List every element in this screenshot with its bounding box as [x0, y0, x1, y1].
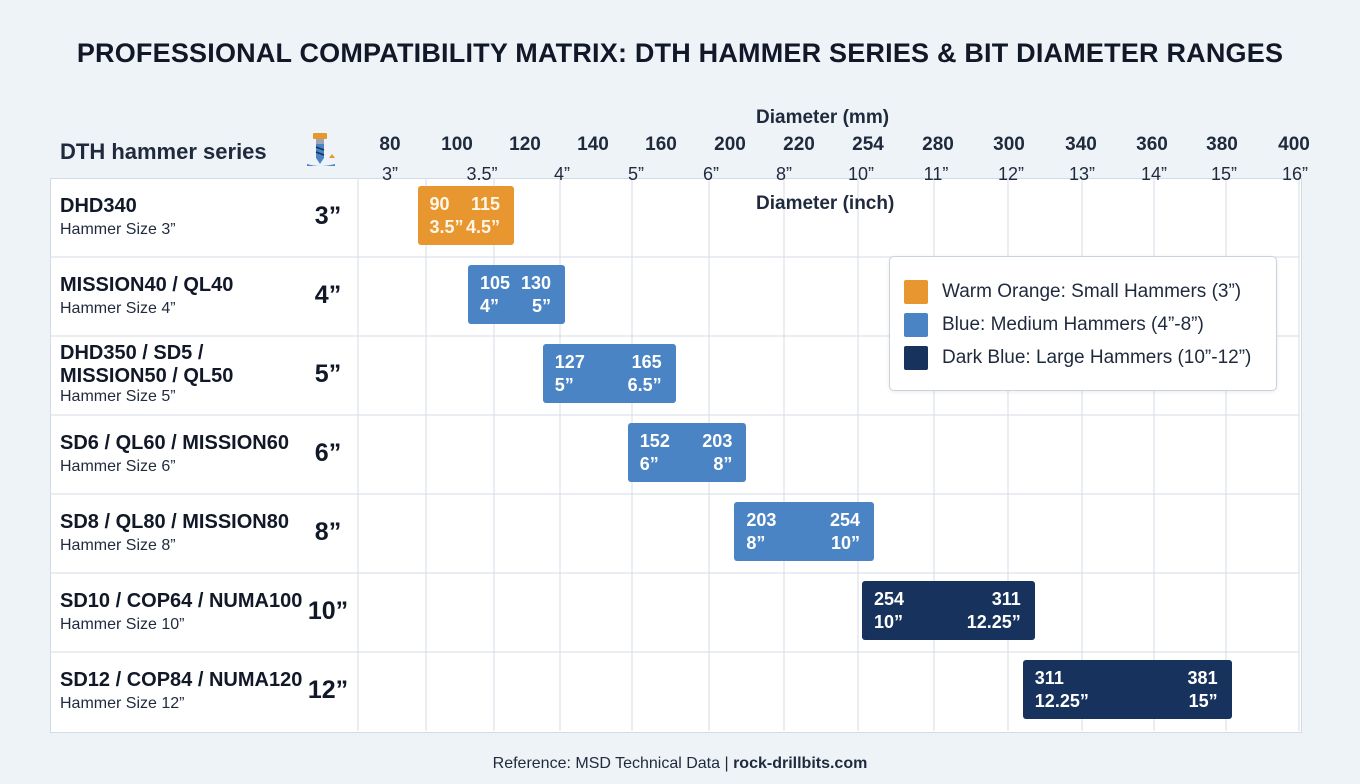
- bar-min-mm-label: 90: [429, 194, 450, 214]
- bar-min-mm-label: 254: [874, 589, 905, 609]
- row-size-badge: 8”: [314, 518, 342, 546]
- range-bar: 254 10” 311 12.25”: [862, 581, 1035, 640]
- row-header: DTH hammer series: [60, 139, 267, 164]
- x-axis-title-inch: Diameter (inch): [756, 193, 895, 214]
- bar-max-inch-label: 15”: [1188, 691, 1218, 711]
- bar-min-inch-label: 12.25”: [1034, 691, 1089, 711]
- x-tick-mm: 80: [379, 134, 401, 155]
- range-bar: 127 5” 165 6.5”: [542, 344, 676, 403]
- x-tick-mm: 220: [783, 134, 815, 155]
- bar-min-mm-label: 203: [746, 510, 777, 530]
- x-tick-mm: 340: [1065, 134, 1097, 155]
- legend-swatch-small: [904, 280, 928, 304]
- row-hammer-size-label: Hammer Size 6”: [60, 458, 176, 475]
- x-tick-inch: 13”: [1068, 164, 1096, 184]
- legend-swatch-large: [904, 346, 928, 370]
- bar-max-inch-label: 12.25”: [966, 612, 1021, 632]
- x-tick-inch: 11”: [923, 164, 949, 184]
- bar-max-mm-label: 311: [991, 589, 1021, 609]
- row-series-name: MISSION40 / QL40: [60, 274, 234, 296]
- bar-min-inch-label: 4”: [480, 296, 500, 316]
- bar-max-mm-label: 381: [1187, 668, 1218, 688]
- bar-min-inch-label: 5”: [554, 375, 574, 395]
- bar-max-inch-label: 10”: [830, 533, 860, 553]
- footer: Reference: MSD Technical Data | rock-dri…: [0, 755, 1360, 773]
- footer-reference: Reference: MSD Technical Data |: [492, 755, 734, 772]
- row-series-name: SD10 / COP64 / NUMA100: [60, 590, 303, 612]
- row-size-badge: 4”: [314, 281, 342, 309]
- chart-title: PROFESSIONAL COMPATIBILITY MATRIX: DTH H…: [76, 38, 1284, 68]
- range-bar: 311 12.25” 381 15”: [1022, 660, 1232, 719]
- row-size-badge: 3”: [314, 202, 342, 230]
- x-tick-mm: 200: [714, 134, 746, 155]
- bar-max-mm-label: 254: [829, 510, 860, 530]
- x-tick-mm: 280: [922, 134, 954, 155]
- range-bar: 152 6” 203 8”: [627, 423, 747, 482]
- row-hammer-size-label: Hammer Size 10”: [60, 616, 185, 633]
- bar-min-mm-label: 152: [639, 431, 670, 451]
- x-tick-inch: 5”: [627, 164, 645, 184]
- x-tick-mm: 400: [1278, 134, 1310, 155]
- legend-swatch-medium: [904, 313, 928, 337]
- bar-max-inch-label: 5”: [531, 296, 551, 316]
- x-tick-inch: 4”: [553, 164, 571, 184]
- row-series-name: SD6 / QL60 / MISSION60: [60, 432, 289, 454]
- legend-label-large: Dark Blue: Large Hammers (10”-12”): [942, 347, 1252, 368]
- bar-min-mm-label: 127: [554, 352, 585, 372]
- x-tick-mm: 160: [645, 134, 677, 155]
- bar-max-mm-label: 203: [702, 431, 733, 451]
- range-bar: 90 3.5” 115 4.5”: [417, 186, 514, 245]
- bar-min-inch-label: 8”: [746, 533, 766, 553]
- row-series-name: SD8 / QL80 / MISSION80: [60, 511, 289, 533]
- row-hammer-size-label: Hammer Size 4”: [60, 300, 176, 317]
- drill-bit-icon: [303, 130, 343, 175]
- x-tick-inch: 6”: [702, 164, 720, 184]
- x-tick-inch: 12”: [997, 164, 1025, 184]
- bar-max-mm-label: 115: [470, 194, 500, 214]
- row-size-badge: 6”: [314, 439, 342, 467]
- bar-max-inch-label: 4.5”: [465, 217, 500, 237]
- range-bar: 203 8” 254 10”: [734, 502, 874, 561]
- bar-max-mm-label: 165: [631, 352, 662, 372]
- bar-min-inch-label: 6”: [639, 454, 659, 474]
- row-hammer-size-label: Hammer Size 3”: [60, 221, 176, 238]
- row-hammer-size-label: Hammer Size 8”: [60, 537, 176, 554]
- x-axis-title-mm: Diameter (mm): [756, 107, 890, 128]
- x-tick-mm: 120: [509, 134, 541, 155]
- bar-max-inch-label: 6.5”: [627, 375, 662, 395]
- row-hammer-size-label: Hammer Size 5”: [60, 388, 176, 405]
- bar-min-inch-label: 10”: [874, 612, 904, 632]
- row-size-badge: 12”: [307, 676, 349, 704]
- x-tick-mm: 254: [852, 134, 884, 155]
- x-tick-mm: 300: [993, 134, 1025, 155]
- bar-min-mm-label: 105: [480, 273, 511, 293]
- x-tick-mm: 100: [441, 134, 473, 155]
- x-tick-inch: 14”: [1140, 164, 1168, 184]
- legend-label-medium: Blue: Medium Hammers (4”-8”): [942, 314, 1204, 335]
- x-tick-inch: 3”: [381, 164, 399, 184]
- row-series-name: SD12 / COP84 / NUMA120: [60, 669, 303, 691]
- row-size-badge: 5”: [314, 360, 342, 388]
- bar-max-mm-label: 130: [520, 273, 551, 293]
- x-tick-inch: 15”: [1210, 164, 1238, 184]
- legend: Warm Orange: Small Hammers (3”) Blue: Me…: [889, 256, 1277, 391]
- row-hammer-size-label: Hammer Size 12”: [60, 695, 185, 712]
- x-tick-inch: 3.5”: [466, 164, 498, 184]
- range-bar: 105 4” 130 5”: [468, 265, 565, 324]
- x-tick-inch: 10”: [847, 164, 875, 184]
- x-tick-inch: 16”: [1281, 164, 1309, 184]
- x-tick-mm: 140: [577, 134, 609, 155]
- footer-site-link[interactable]: rock-drillbits.com: [733, 755, 868, 772]
- bar-min-inch-label: 3.5”: [429, 217, 464, 237]
- row-series-name: DHD350 / SD5 / MISSION50 / QL50: [60, 342, 234, 387]
- row-series-name: DHD340: [60, 195, 137, 217]
- x-tick-inch: 8”: [775, 164, 793, 184]
- bar-max-inch-label: 8”: [713, 454, 733, 474]
- legend-label-small: Warm Orange: Small Hammers (3”): [942, 281, 1242, 302]
- x-tick-mm: 360: [1136, 134, 1168, 155]
- row-size-badge: 10”: [307, 597, 349, 625]
- bar-min-mm-label: 311: [1034, 668, 1064, 688]
- x-tick-mm: 380: [1206, 134, 1238, 155]
